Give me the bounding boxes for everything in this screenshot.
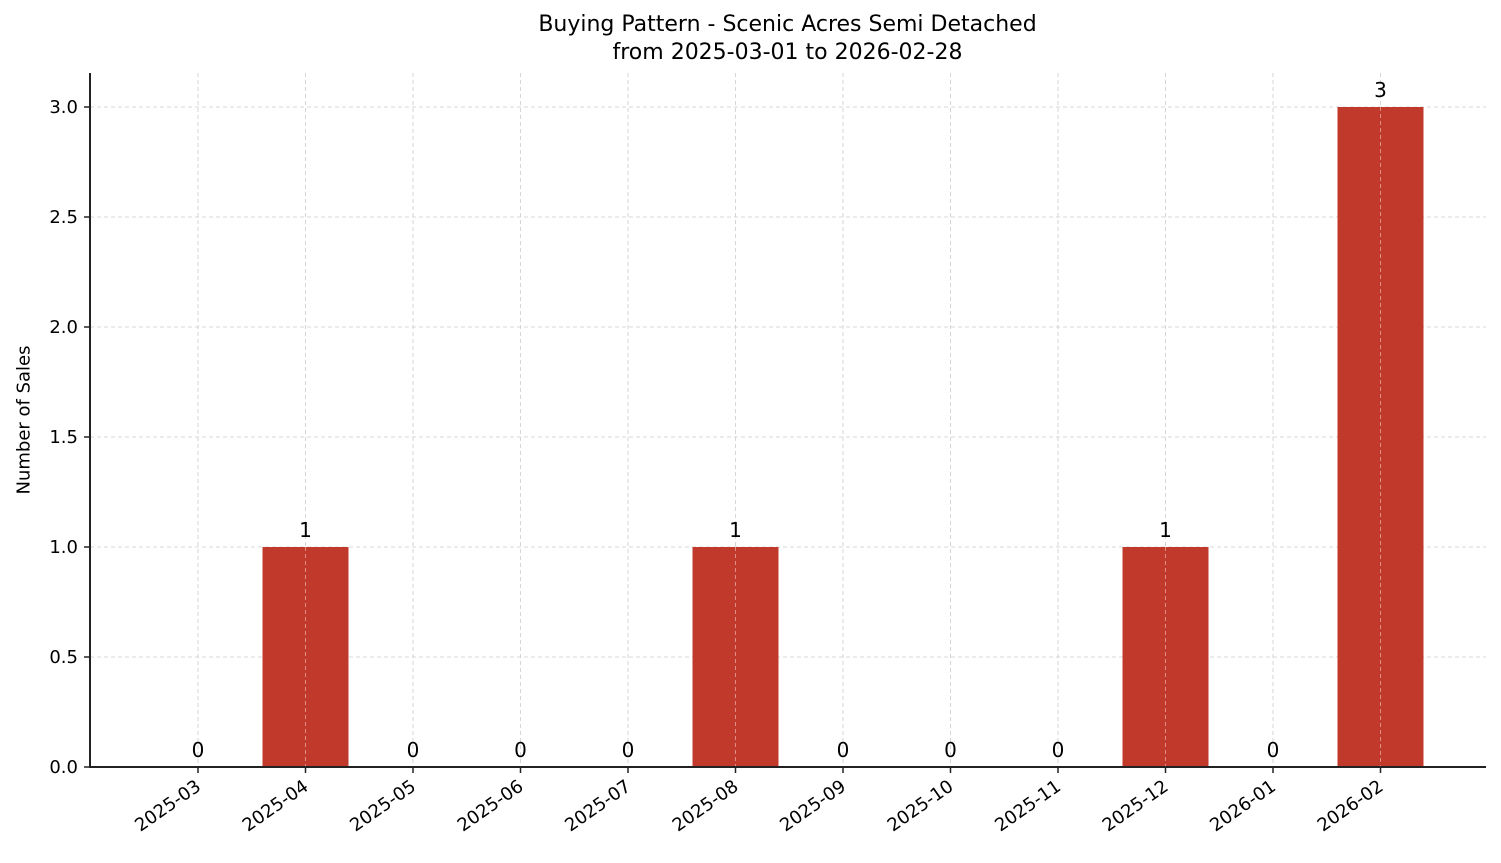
chart-title: Buying Pattern - Scenic Acres Semi Detac… xyxy=(538,12,1037,37)
bar-value-label: 1 xyxy=(1159,518,1172,542)
x-tick-label: 2025-07 xyxy=(561,776,635,836)
x-tick-label: 2026-02 xyxy=(1314,776,1388,836)
y-tick-label: 3.0 xyxy=(49,97,78,118)
x-tick-label: 2025-04 xyxy=(239,776,313,836)
x-tick-label: 2025-09 xyxy=(776,776,850,836)
y-tick-label: 1.0 xyxy=(49,537,78,558)
bar xyxy=(692,547,779,767)
bar-value-label: 3 xyxy=(1374,78,1387,102)
x-tick-label: 2025-10 xyxy=(884,776,958,836)
bar-value-label: 0 xyxy=(407,738,420,762)
y-tick-label: 2.5 xyxy=(49,207,78,228)
x-tick-label: 2025-08 xyxy=(669,776,743,836)
y-tick-label: 0.0 xyxy=(49,757,78,778)
bar-value-label: 0 xyxy=(514,738,527,762)
bar-value-label: 0 xyxy=(1267,738,1280,762)
bar-value-label: 1 xyxy=(299,518,312,542)
bar-value-label: 1 xyxy=(729,518,742,542)
bar-value-label: 0 xyxy=(622,738,635,762)
x-tick-label: 2025-05 xyxy=(346,776,420,836)
bar-value-label: 0 xyxy=(944,738,957,762)
chart-subtitle: from 2025-03-01 to 2026-02-28 xyxy=(612,40,963,65)
x-tick-label: 2025-11 xyxy=(991,776,1065,836)
x-tick-label: 2025-06 xyxy=(454,776,528,836)
y-tick-label: 1.5 xyxy=(49,427,78,448)
y-tick-label: 0.5 xyxy=(49,647,78,668)
bar-value-label: 0 xyxy=(1052,738,1065,762)
x-tick-label: 2025-03 xyxy=(131,776,205,836)
x-tick-label: 2025-12 xyxy=(1099,776,1173,836)
bar-value-label: 0 xyxy=(192,738,205,762)
bar-value-label: 0 xyxy=(837,738,850,762)
bar xyxy=(1122,547,1209,767)
bar xyxy=(262,547,349,767)
y-tick-label: 2.0 xyxy=(49,317,78,338)
x-tick-label: 2026-01 xyxy=(1206,776,1280,836)
